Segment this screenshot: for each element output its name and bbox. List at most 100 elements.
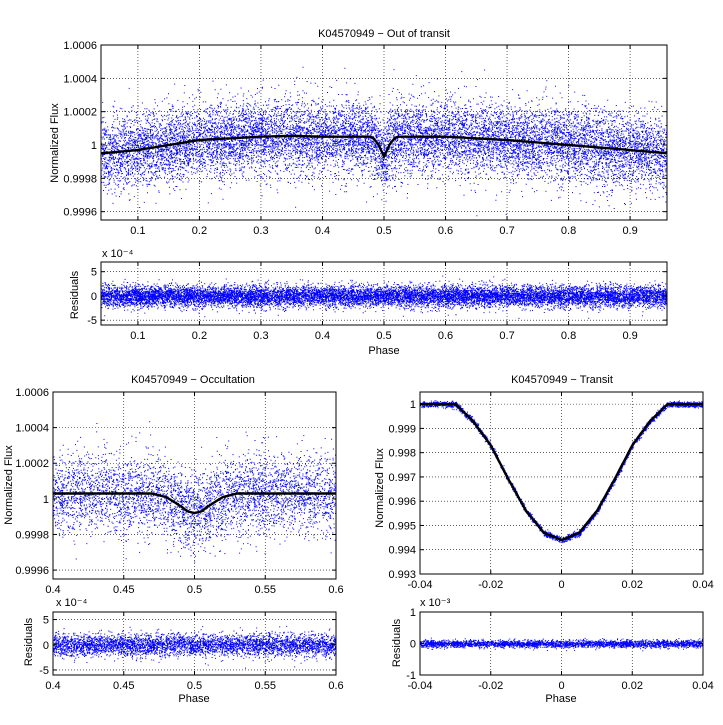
xtick-label: 0.55 <box>255 584 276 596</box>
ytick-label: 0.9998 <box>15 529 49 541</box>
ytick-label: 0.993 <box>388 569 416 581</box>
xtick-label: 0.7 <box>499 330 514 342</box>
ytick-label: 0.994 <box>388 545 416 557</box>
xlabel-occultation-residuals: Phase <box>178 693 209 705</box>
xtick-label: -0.02 <box>478 680 503 692</box>
xtick-label: 0.5 <box>376 330 391 342</box>
ytick-label: 0.996 <box>388 496 416 508</box>
panel-out-of-transit-residuals: Residuals x 10⁻⁴ Phase 0.1 0.2 0.3 0.4 0.5 0.… <box>69 248 668 357</box>
panel-occultation-residuals: Residuals x 10⁻⁴ Phase 0.4 0.45 0.5 0.55 0.6… <box>23 597 344 705</box>
ytick-label: 1 <box>410 607 416 619</box>
xtick-label: 0.6 <box>328 680 343 692</box>
ytick-label: 1.0004 <box>63 73 97 85</box>
scatter-occ_res <box>53 626 337 669</box>
grid-tr <box>420 392 703 574</box>
ytick-label: 0.995 <box>388 520 416 532</box>
ytick-label: 1.0006 <box>15 387 49 399</box>
ylabel-occultation: Normalized Flux <box>3 445 15 525</box>
plot-transit: -0.04 -0.02 0 0.02 0.04 0.993 0.994 0.995 0.996 0… <box>388 392 713 591</box>
title-out-of-transit: K04570949 − Out of transit <box>318 28 450 40</box>
ytick-label: -5 <box>39 665 49 677</box>
points-tr_res <box>420 638 704 652</box>
points-occ <box>53 421 337 585</box>
panel-transit: K04570949 − Transit Normalized Flux -0.0… <box>374 374 714 591</box>
ylabel-transit: Normalized Flux <box>374 448 386 528</box>
points-out_res <box>101 276 668 319</box>
scatter-tr <box>420 400 704 543</box>
xtick-label: 0.6 <box>438 330 453 342</box>
ylabel-out-of-transit: Normalized Flux <box>49 103 61 183</box>
ytick-label: 1.0002 <box>15 458 49 470</box>
xtick-label: 0.55 <box>255 680 276 692</box>
ytick-label: 0 <box>43 640 49 652</box>
xtick-label: 0.45 <box>113 680 134 692</box>
xtick-label: 0.4 <box>315 225 330 237</box>
xtick-label: 0.02 <box>622 579 643 591</box>
ytick-label: -1 <box>406 670 416 682</box>
scatter-out_res <box>101 276 668 319</box>
xtick-label: 0.5 <box>187 680 202 692</box>
xtick-label: 0.1 <box>130 330 145 342</box>
plot-out-of-transit-residuals: 0.1 0.2 0.3 0.4 0.5 0.6 0.7 0.8 0.9 -5 0 5 <box>87 262 668 342</box>
xtick-label: 0.6 <box>438 225 453 237</box>
ytick-label: 5 <box>91 267 97 279</box>
xtick-label: 0.3 <box>253 330 268 342</box>
xtick-label: 0.4 <box>45 680 60 692</box>
xtick-label: 0.9 <box>622 330 637 342</box>
xtick-label: -0.02 <box>478 579 503 591</box>
ytick-label: 0.9996 <box>15 565 49 577</box>
panel-occultation: K04570949 − Occultation Normalized Flux … <box>3 374 344 596</box>
points-occ_res <box>53 626 337 669</box>
grid-occ <box>53 392 336 579</box>
panel-out-of-transit: K04570949 − Out of transit Normalized Fl… <box>49 28 668 237</box>
ytick-label: 1.0004 <box>15 423 49 435</box>
xtick-label: 0.5 <box>376 225 391 237</box>
xtick-label: 0.4 <box>315 330 330 342</box>
xtick-label: 0.8 <box>561 330 576 342</box>
exponent-occultation-residuals: x 10⁻⁴ <box>56 597 88 609</box>
ytick-label: 1.0002 <box>63 107 97 119</box>
title-occultation: K04570949 − Occultation <box>131 374 255 386</box>
xtick-label: 0.8 <box>561 225 576 237</box>
ytick-label: 1.0006 <box>63 40 97 52</box>
ytick-label: 0 <box>91 291 97 303</box>
ytick-label: 1 <box>43 494 49 506</box>
ytick-label: 5 <box>43 615 49 627</box>
panel-transit-residuals: Residuals x 10⁻³ Phase -0.04 -0.02 0 0.02 0.… <box>391 597 714 705</box>
scatter-occ <box>53 421 337 585</box>
exponent-out-of-transit-residuals: x 10⁻⁴ <box>102 248 134 260</box>
ylabel-transit-residuals: Residuals <box>391 618 403 667</box>
plot-occultation: 0.4 0.45 0.5 0.55 0.6 0.9996 0.9998 1 1.0002 1.00… <box>15 387 343 596</box>
ylabel-out-of-transit-residuals: Residuals <box>69 270 81 319</box>
xtick-label: 0 <box>558 680 564 692</box>
xtick-label: 0 <box>558 579 564 591</box>
plot-transit-residuals: -0.04 -0.02 0 0.02 0.04 -1 0 1 <box>406 607 713 692</box>
scatter-tr_res <box>420 638 704 652</box>
xlabel-out-of-transit-residuals: Phase <box>368 345 399 357</box>
xtick-label: 0.02 <box>622 680 643 692</box>
plot-occultation-residuals: 0.4 0.45 0.5 0.55 0.6 -5 0 5 <box>39 612 343 692</box>
title-transit: K04570949 − Transit <box>511 374 613 386</box>
xtick-label: 0.45 <box>113 584 134 596</box>
xlabel-transit-residuals: Phase <box>545 693 576 705</box>
xtick-label: 0.4 <box>45 584 60 596</box>
xtick-label: 0.7 <box>499 225 514 237</box>
ytick-label: 0.999 <box>388 423 416 435</box>
ytick-label: 0.997 <box>388 472 416 484</box>
ytick-label: 0.9998 <box>63 173 97 185</box>
xtick-label: 0.6 <box>328 584 343 596</box>
ylabel-occultation-residuals: Residuals <box>23 617 35 666</box>
ytick-label: 0.998 <box>388 448 416 460</box>
xtick-label: 0.2 <box>192 225 207 237</box>
grid-out <box>101 45 667 220</box>
xtick-label: 0.04 <box>692 680 713 692</box>
xtick-label: 0.2 <box>192 330 207 342</box>
xtick-label: 0.1 <box>130 225 145 237</box>
xtick-label: 0.3 <box>253 225 268 237</box>
xtick-label: 0.04 <box>692 579 713 591</box>
exponent-transit-residuals: x 10⁻³ <box>420 597 451 609</box>
ytick-label: 1 <box>410 399 416 411</box>
points-tr <box>420 400 704 543</box>
model-line-tr <box>420 404 703 540</box>
